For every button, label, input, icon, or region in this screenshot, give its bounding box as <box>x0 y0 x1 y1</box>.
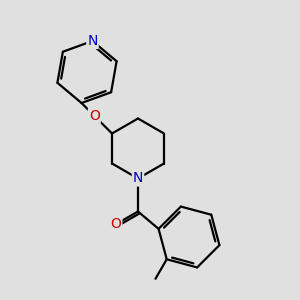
Text: O: O <box>110 217 122 231</box>
Text: N: N <box>87 34 98 48</box>
Text: N: N <box>133 172 143 185</box>
Text: O: O <box>89 109 100 123</box>
